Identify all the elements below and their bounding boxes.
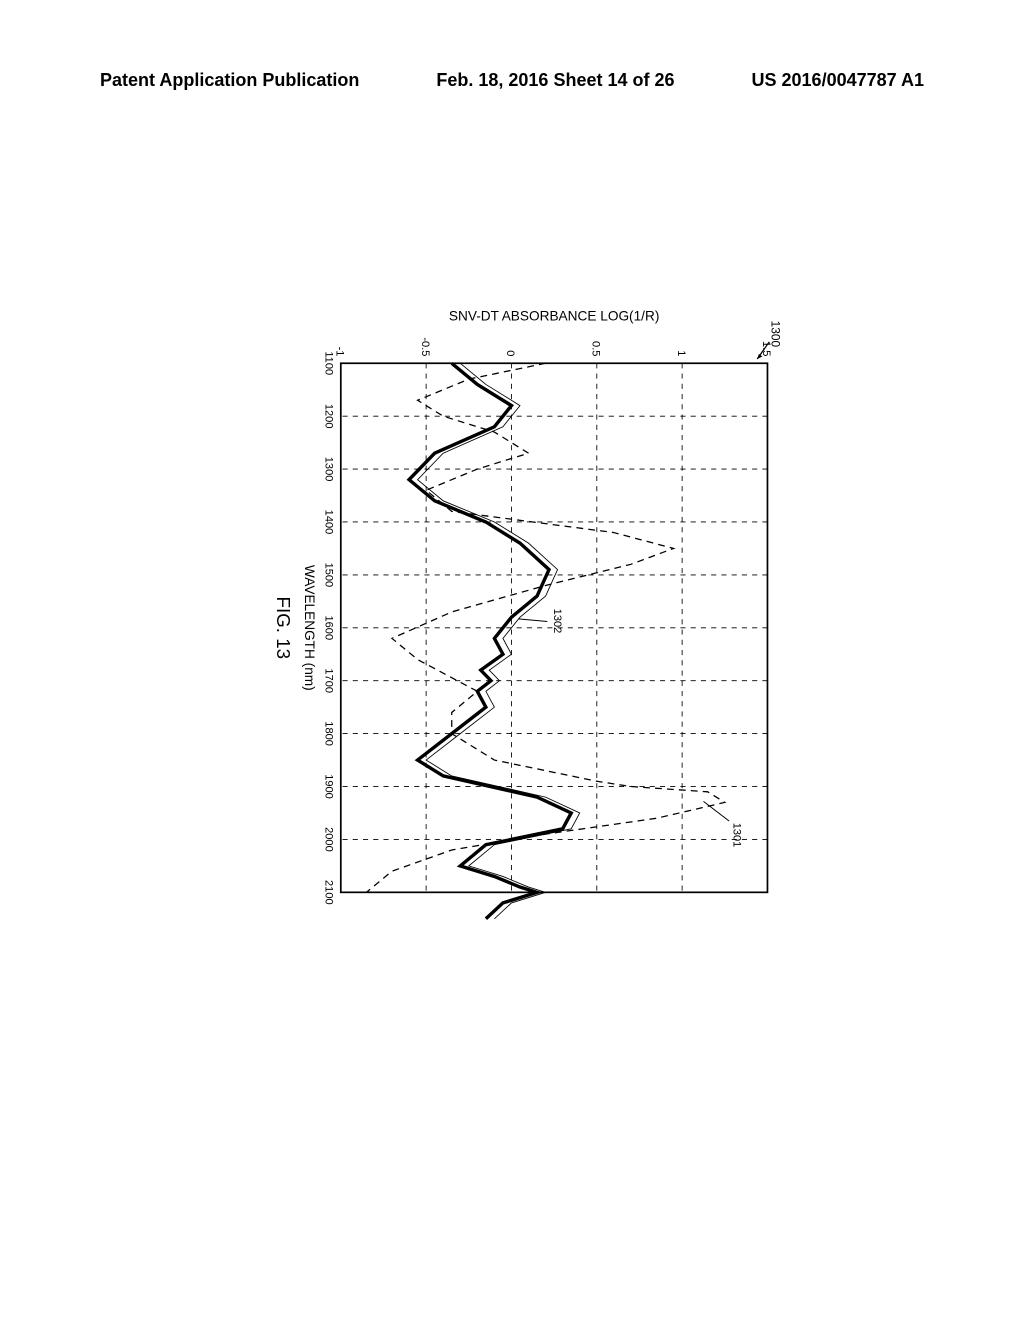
header-center: Feb. 18, 2016 Sheet 14 of 26 [436, 70, 674, 91]
svg-text:1900: 1900 [322, 774, 334, 799]
svg-text:2000: 2000 [322, 827, 334, 852]
svg-text:0: 0 [504, 350, 516, 356]
svg-text:1600: 1600 [322, 615, 334, 640]
svg-text:1300: 1300 [322, 457, 334, 482]
svg-text:1300: 1300 [769, 321, 783, 348]
svg-text:1302: 1302 [551, 609, 563, 634]
svg-text:-0.5: -0.5 [419, 337, 431, 356]
header-left: Patent Application Publication [100, 70, 359, 91]
header-right: US 2016/0047787 A1 [752, 70, 924, 91]
document-header: Patent Application Publication Feb. 18, … [0, 70, 1024, 91]
svg-text:-1: -1 [334, 347, 346, 357]
svg-text:1400: 1400 [322, 510, 334, 535]
svg-text:1700: 1700 [322, 668, 334, 693]
spectral-chart: 1100 1200 1300 1400 1500 1600 1700 1800 1900 2000… [145, 295, 895, 935]
svg-text:2100: 2100 [322, 880, 334, 905]
svg-text:1200: 1200 [322, 404, 334, 429]
svg-text:1800: 1800 [322, 721, 334, 746]
svg-text:1500: 1500 [322, 563, 334, 588]
svg-text:1: 1 [675, 350, 687, 356]
svg-text:1100: 1100 [322, 351, 334, 375]
svg-text:1301: 1301 [730, 823, 742, 848]
chart-container: 1100 1200 1300 1400 1500 1600 1700 1800 1900 2000… [145, 295, 895, 935]
svg-text:SNV-DT ABSORBANCE LOG(1/R): SNV-DT ABSORBANCE LOG(1/R) [449, 309, 659, 324]
svg-text:WAVELENGTH (nm): WAVELENGTH (nm) [302, 565, 317, 691]
svg-text:FIG. 13: FIG. 13 [273, 597, 294, 660]
svg-text:0.5: 0.5 [590, 341, 602, 356]
